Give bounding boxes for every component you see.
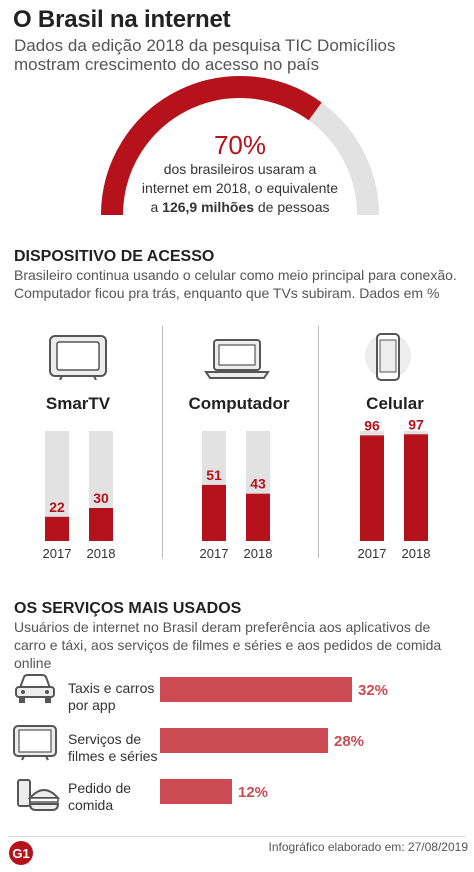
service-bar-chart: 32% 28% 12% [160,677,388,804]
column-divider [162,326,163,558]
gauge-text-line1: dos brasileiros usaram a [163,161,317,177]
page-subtitle: Dados da edição 2018 da pesquisa TIC Dom… [14,36,396,74]
x-tick-label: 2017 [358,546,387,561]
bar [45,516,69,541]
gauge-text-line3: a 126,9 milhões de pessoas [130,198,350,217]
x-tick-label: 2017 [43,546,72,561]
gauge-percent: 70% [213,130,267,160]
gauge-text-prefix: a [150,199,159,215]
chart-title-celular: Celular [366,394,424,413]
devices-section-title: DISPOSITIVO DE ACESSO [14,248,215,265]
x-tick-label: 2018 [244,546,273,561]
bar [89,508,113,541]
gauge-text-line2: internet em 2018, o equivalente [141,180,339,196]
g1-logo-text: G1 [12,846,29,861]
bar [404,434,428,541]
tv-icon [13,725,57,761]
food-icon [17,779,60,811]
bar [360,435,384,541]
bar-value-label: 51 [206,467,222,483]
footer-divider [8,836,466,837]
laptop-icon [204,339,270,379]
car-icon [15,674,55,703]
gauge-text-suffix: de pessoas [257,199,330,215]
tv-device-icon [49,335,107,380]
hbar-value-label: 12% [238,784,268,801]
bar [202,484,226,541]
service-label-food: Pedido de comida [68,780,132,813]
gauge-description: dos brasileiros usaram a internet em 201… [130,160,350,217]
devices-section-description: Brasileiro continua usando o celular com… [14,267,457,301]
bar-value-label: 30 [93,490,109,506]
footer-credit: Infográfico elaborado em: 27/08/2019 [268,840,468,854]
smartphone-icon [365,333,411,381]
x-tick-label: 2018 [87,546,116,561]
chart-title-smartv: SmarTV [45,394,111,413]
services-section-title: OS SERVIÇOS MAIS USADOS [14,600,242,617]
services-section-description: Usuários de internet no Brasil deram pre… [14,619,442,671]
bar-value-label: 43 [250,476,266,492]
bar [246,493,270,541]
service-label-streaming: Serviços de filmes e séries [68,731,158,764]
hbar-value-label: 32% [358,682,388,699]
column-divider [318,326,319,558]
hbar [160,677,352,702]
gauge-fill [101,76,322,216]
device-bar-charts: 22 2017 30 2018 51 2017 43 2018 96 2017 97 2018 [43,416,431,561]
hbar [160,779,232,804]
x-tick-label: 2018 [402,546,431,561]
bar-value-label: 96 [364,417,380,433]
hbar-value-label: 28% [334,733,364,750]
service-label-taxi: Taxis e carros por app [68,680,155,713]
bar-value-label: 97 [408,416,424,432]
chart-title-computador: Computador [188,394,290,413]
gauge-text-bold: 126,9 milhões [162,199,254,215]
g1-logo: G1 [9,841,33,865]
hbar [160,728,328,753]
page-title: O Brasil na internet [13,6,231,33]
bar-value-label: 22 [49,499,65,515]
x-tick-label: 2017 [200,546,229,561]
gauge-chart [101,76,379,216]
